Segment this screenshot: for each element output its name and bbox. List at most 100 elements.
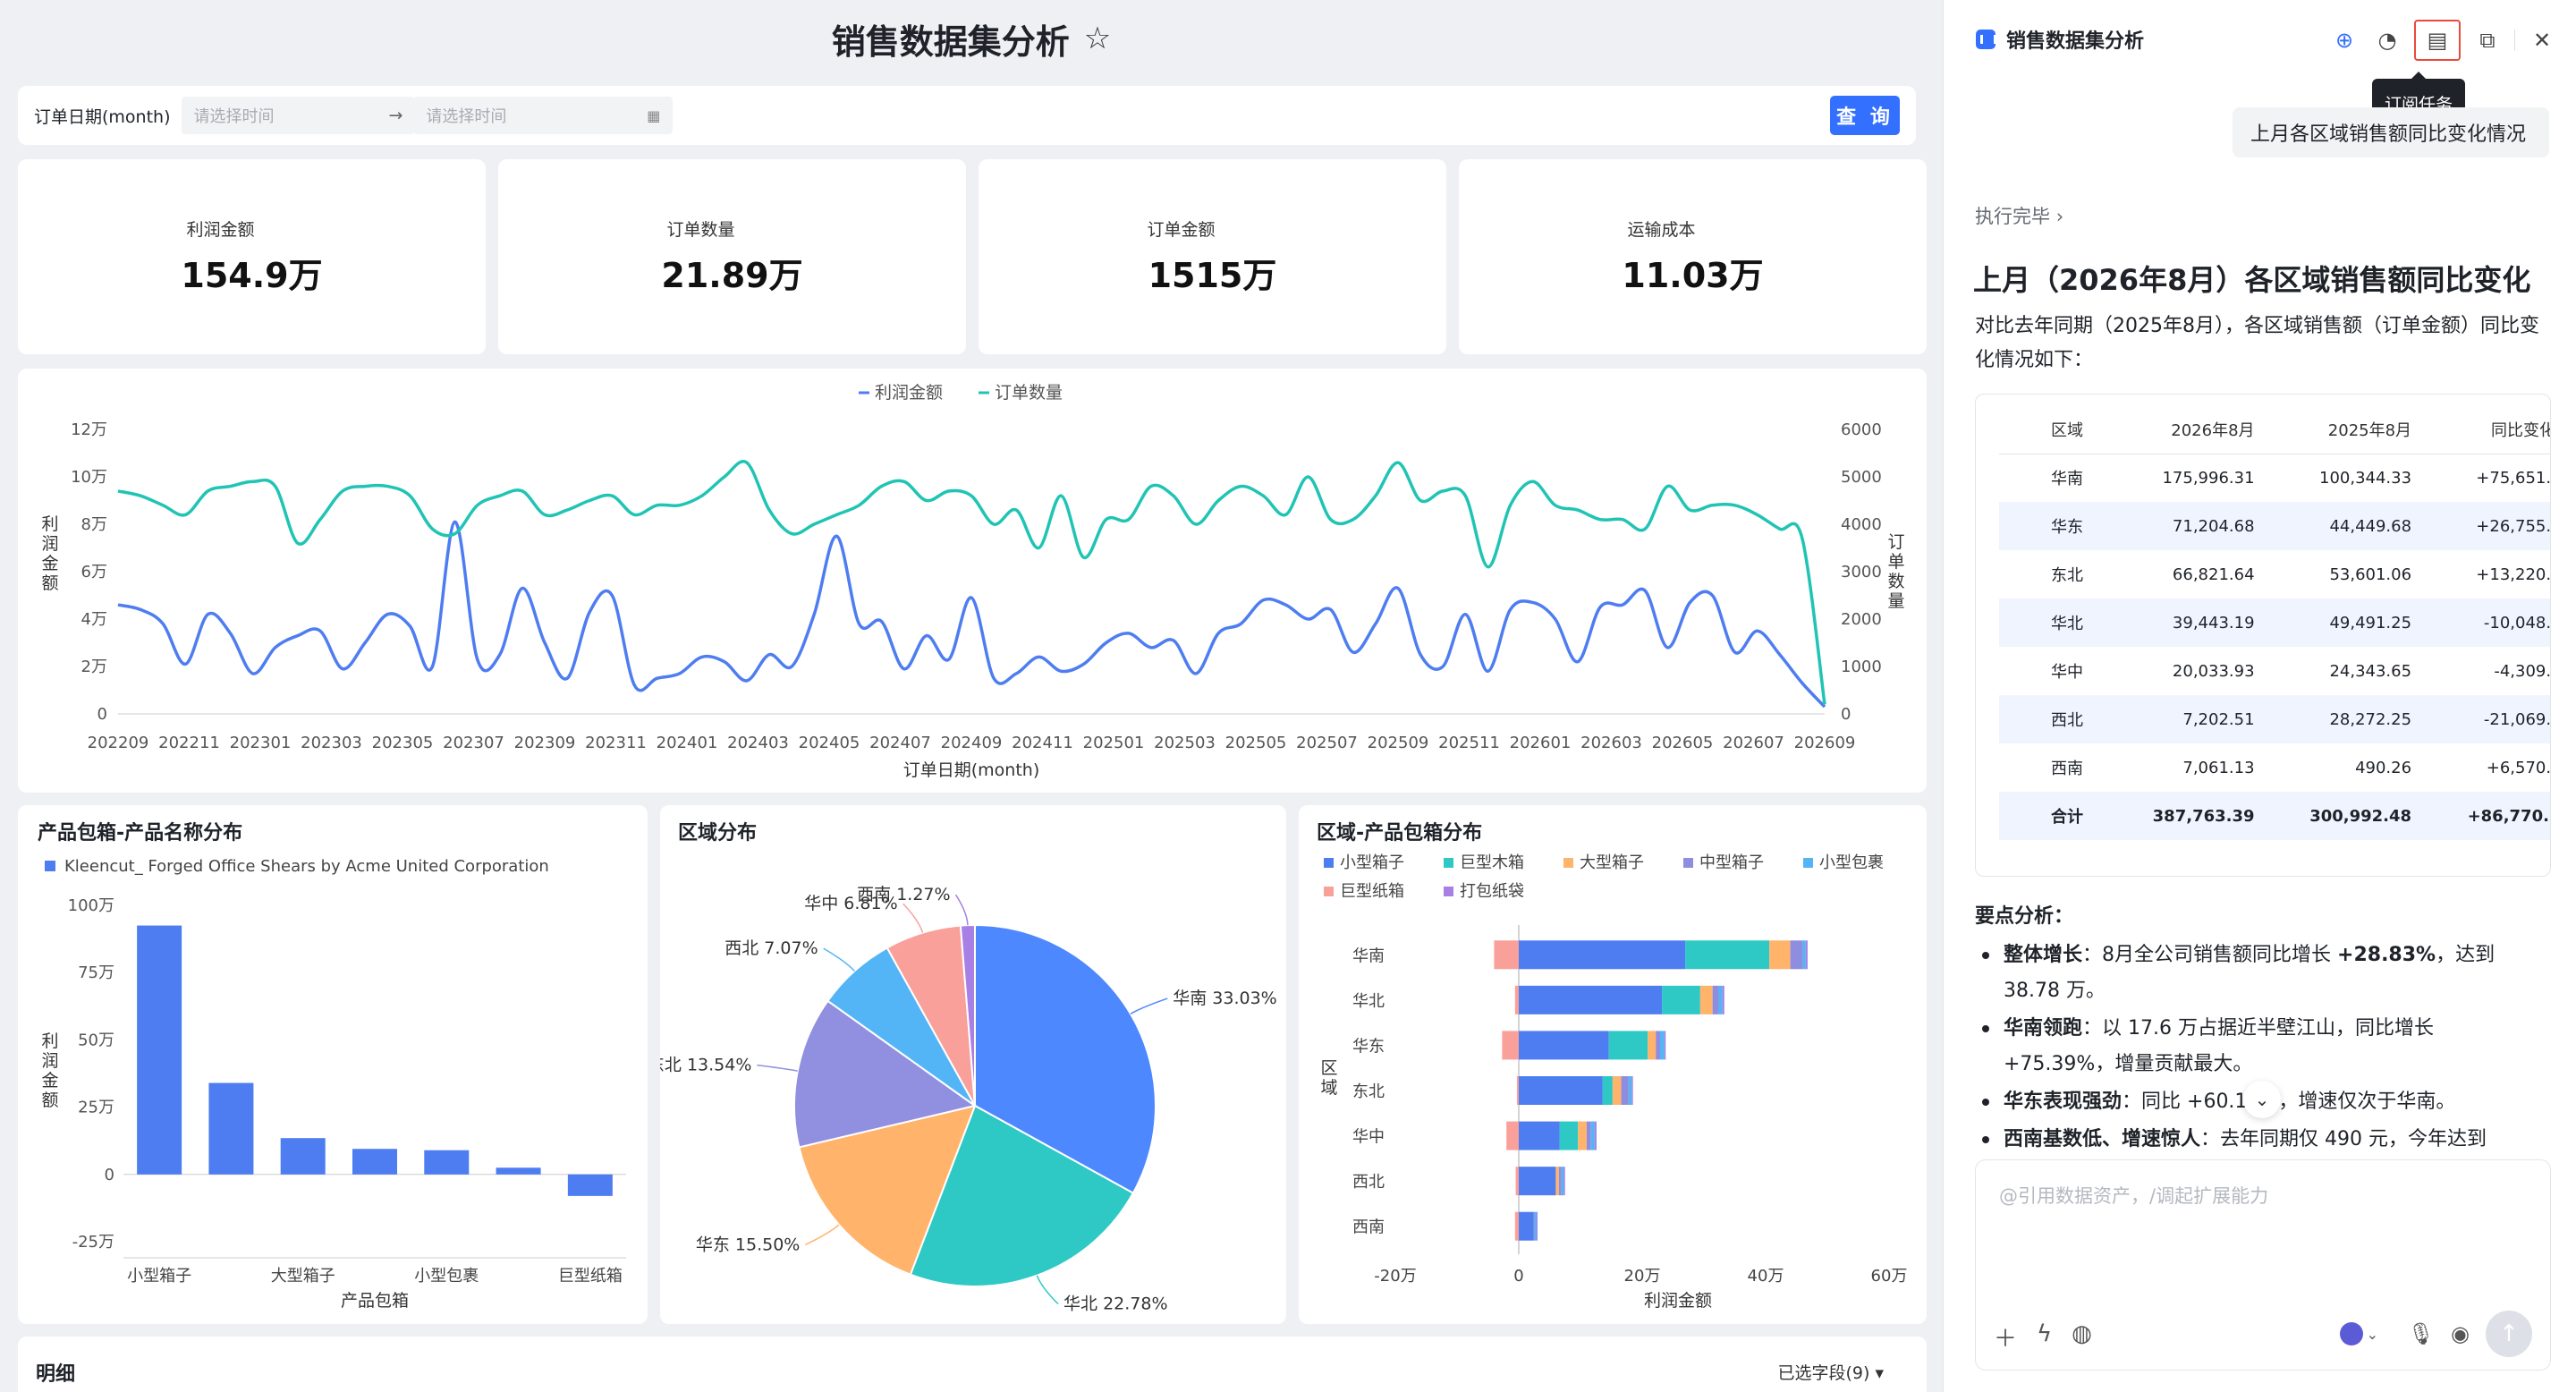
y2-axis-label-char: 单 bbox=[1887, 552, 1904, 572]
globe-icon[interactable]: ◍ bbox=[2072, 1320, 2092, 1347]
end-date-placeholder: 请选择时间 bbox=[426, 107, 507, 126]
table-cell: 合计 bbox=[1999, 792, 2115, 840]
slice-leader-line bbox=[1036, 1275, 1059, 1305]
microphone-icon[interactable]: 🎙 bbox=[2407, 1321, 2436, 1346]
stacked-bar-card: 区域-产品包箱分布 小型箱子 巨型木箱 大型箱子 中型箱子 小型包裹 巨型纸箱 打包纸袋 -20… bbox=[1299, 805, 1927, 1324]
filter-bar: 订单日期(month) 请选择时间 → 请选择时间 ▦ 查 询 bbox=[18, 86, 1916, 145]
stacked-bar-segment bbox=[1519, 1031, 1609, 1060]
point-text: ：以 17.6 万占据近半壁江山，同比增长 +75.39%，增量贡献最大。 bbox=[2004, 1017, 2434, 1075]
stacked-bar-segment bbox=[1514, 1211, 1519, 1241]
y-axis-label-char: 额 bbox=[41, 573, 58, 593]
plus-icon[interactable]: ＋ bbox=[1994, 1326, 2018, 1353]
y-tick-label: 2万 bbox=[81, 658, 107, 676]
y2-tick-label: 2000 bbox=[1841, 610, 1882, 629]
y-axis-label: 利润金额 bbox=[41, 514, 58, 593]
chevron-right-icon: › bbox=[2055, 206, 2064, 227]
table-cell: +86,770.91 bbox=[2429, 792, 2550, 840]
stacked-bar-segment bbox=[1621, 1076, 1629, 1105]
answer-title: 上月（2026年8月）各区域销售额同比变化 bbox=[1973, 263, 2531, 297]
line-chart-card: 利润金额 订单数量 0 2万 4万 6万 8万 10万 12万 0 1000 2000 3000 4000… bbox=[18, 369, 1927, 793]
send-button[interactable]: ↑ bbox=[2486, 1311, 2532, 1357]
stacked-bar-segment bbox=[1494, 940, 1519, 970]
bar bbox=[280, 1138, 326, 1175]
new-chat-icon[interactable]: ⊕ bbox=[2334, 28, 2354, 53]
legend-label: 巨型纸箱 bbox=[1340, 882, 1404, 901]
table-cell: -4,309.72 bbox=[2494, 661, 2551, 681]
table-cell: +6,570.87 bbox=[2486, 758, 2551, 777]
stacked-bar-segment bbox=[1722, 985, 1724, 1014]
x-tick-label: 202603 bbox=[1580, 734, 1642, 752]
table-cell: 华东 bbox=[1999, 502, 2115, 550]
list-item: 华南领跑：以 17.6 万占据近半壁江山，同比增长 +75.39%，增量贡献最大… bbox=[1975, 1011, 2547, 1082]
history-icon[interactable]: ◔ bbox=[2377, 28, 2397, 53]
subscribe-task-icon[interactable]: ▤ bbox=[2414, 20, 2461, 61]
chart-title: 产品包箱-产品名称分布 bbox=[38, 821, 242, 845]
user-message: 上月各区域销售额同比变化情况 bbox=[2233, 107, 2549, 157]
stacked-bar-segment bbox=[1656, 1031, 1661, 1060]
y-axis-label-char: 额 bbox=[41, 1091, 58, 1110]
table-cell: 华南 bbox=[2051, 470, 2083, 489]
table-cell: 西北 bbox=[1999, 695, 2115, 743]
pie-slice bbox=[909, 1104, 1135, 1287]
stacked-bar-segment bbox=[1514, 985, 1519, 1014]
x-tick-label: 202209 bbox=[88, 734, 149, 752]
query-button[interactable]: 查 询 bbox=[1830, 96, 1900, 135]
lightning-icon[interactable]: ϟ bbox=[2037, 1320, 2053, 1347]
table-cell: 490.26 bbox=[2355, 758, 2412, 777]
series-line bbox=[117, 520, 1826, 709]
star-icon[interactable]: ☆ bbox=[1083, 21, 1112, 56]
bar bbox=[352, 1149, 397, 1175]
x-tick-label: 202407 bbox=[869, 734, 931, 752]
chat-input[interactable]: @引用数据资产，/调起扩展能力 ＋ ϟ ◍ ⌄ 🎙 ◉ ↑ bbox=[1975, 1159, 2551, 1371]
x-tick-label: 巨型纸箱 bbox=[558, 1267, 623, 1286]
y-axis-label-char: 金 bbox=[41, 1071, 58, 1091]
legend-swatch bbox=[45, 861, 55, 871]
end-date-input[interactable]: 请选择时间 ▦ bbox=[413, 97, 674, 134]
y-tick-label: 4万 bbox=[81, 610, 107, 629]
table-cell: 100,344.33 bbox=[2319, 468, 2412, 488]
dashboard-title: 销售数据集分析 bbox=[831, 21, 1070, 62]
stacked-bar-segment bbox=[1718, 985, 1723, 1014]
start-date-input[interactable]: 请选择时间 bbox=[181, 97, 414, 134]
filter-label: 订单日期(month) bbox=[34, 106, 171, 127]
x-tick-label: 202601 bbox=[1510, 734, 1572, 752]
y-axis-label: 利润金额 bbox=[41, 1031, 58, 1110]
slice-label: 华中 6.81% bbox=[804, 894, 897, 913]
table-row: 西南 7,061.13 490.26 +6,570.87 bbox=[1999, 743, 2551, 792]
result-table-box: 区域 2026年8月 2025年8月 同比变化额 华南 175,996.31 100… bbox=[1975, 394, 2551, 877]
y2-axis-label-char: 数 bbox=[1887, 572, 1904, 591]
table-cell: 49,491.25 bbox=[2272, 598, 2430, 647]
voice-wave-icon[interactable]: ◉ bbox=[2451, 1321, 2470, 1346]
toolbar-divider bbox=[2514, 30, 2515, 51]
legend-label: 大型箱子 bbox=[1580, 853, 1644, 872]
close-icon[interactable]: ✕ bbox=[2532, 28, 2552, 53]
table-cell: 28,272.25 bbox=[2272, 695, 2430, 743]
stacked-bar-segment bbox=[1519, 1121, 1560, 1150]
popout-icon[interactable]: ⧉ bbox=[2479, 28, 2496, 53]
fields-selector[interactable]: 已选字段(9) ▾ bbox=[1777, 1360, 1884, 1384]
pie-slice bbox=[798, 1104, 977, 1276]
x-axis-label: 产品包箱 bbox=[341, 1291, 409, 1311]
stacked-bar-segment bbox=[1699, 985, 1713, 1014]
x-tick-label: 202605 bbox=[1652, 734, 1714, 752]
x-tick-label: 202305 bbox=[372, 734, 434, 752]
stacked-bar-segment bbox=[1578, 1121, 1587, 1150]
table-cell: 华北 bbox=[1999, 598, 2115, 647]
slice-label: 华北 22.78% bbox=[1063, 1294, 1168, 1314]
stacked-bar-segment bbox=[1519, 985, 1663, 1014]
x-tick-label: 202511 bbox=[1438, 734, 1500, 752]
detail-card: 明细 已选字段(9) ▾ bbox=[18, 1337, 1927, 1392]
bar bbox=[208, 1082, 254, 1175]
stacked-bar-segment bbox=[1519, 1076, 1603, 1105]
y-tick-label: 6万 bbox=[81, 563, 107, 581]
scroll-down-button[interactable]: ⌄ bbox=[2243, 1081, 2281, 1118]
stacked-bar-segment bbox=[1648, 1031, 1657, 1060]
execution-status[interactable]: 执行完毕 › bbox=[1975, 202, 2063, 229]
stacked-bar-segment bbox=[1608, 1031, 1648, 1060]
table-cell: 24,343.65 bbox=[2329, 661, 2412, 681]
legend-swatch bbox=[1444, 887, 1453, 896]
legend-label: 利润金额 bbox=[875, 383, 943, 403]
model-selector[interactable]: ⌄ bbox=[2339, 1318, 2392, 1350]
kpi-card: 运输成本 11.03万 bbox=[1459, 159, 1927, 354]
